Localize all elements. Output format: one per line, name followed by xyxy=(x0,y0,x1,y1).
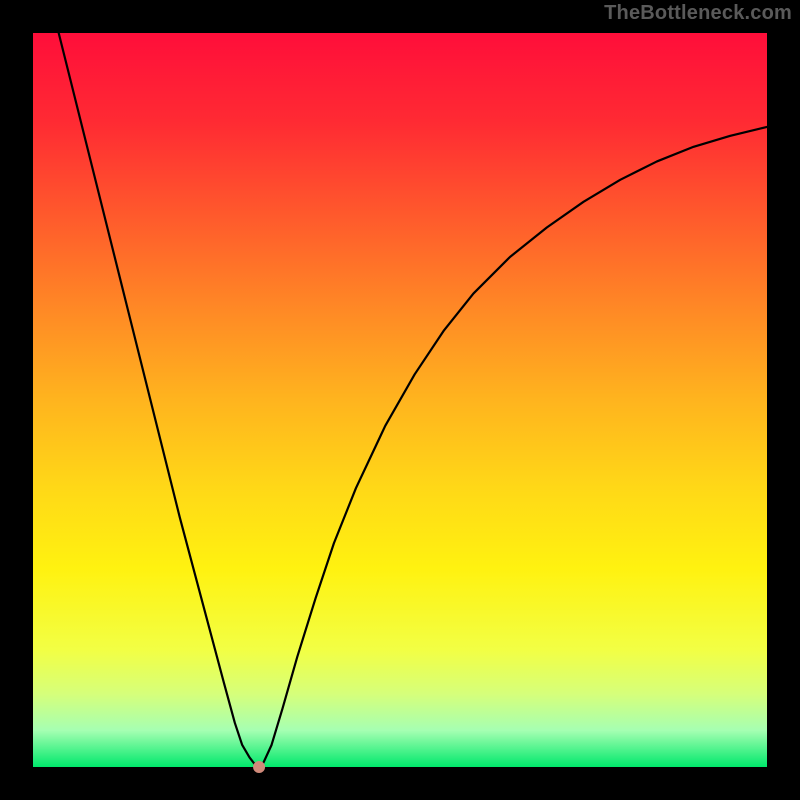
optimum-marker xyxy=(253,761,265,773)
bottleneck-chart xyxy=(0,0,800,800)
watermark-text: TheBottleneck.com xyxy=(604,2,792,25)
